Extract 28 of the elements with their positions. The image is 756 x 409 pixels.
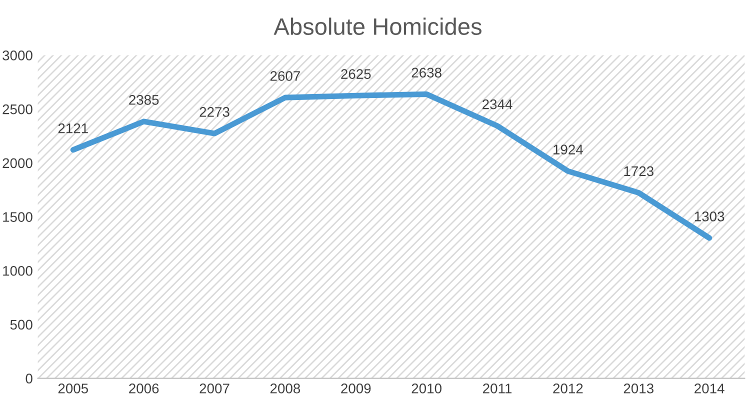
data-label: 1303 — [694, 212, 724, 222]
y-tick-label: 2000 — [2, 158, 32, 168]
x-tick-label: 2013 — [624, 384, 654, 394]
data-label: 2385 — [129, 94, 159, 105]
y-tick-label: 2500 — [2, 104, 32, 114]
y-tick-label: 1000 — [3, 266, 32, 276]
x-tick-label: 2008 — [270, 384, 300, 394]
x-tick-label: 2009 — [341, 384, 371, 394]
x-tick-label: 2012 — [553, 384, 583, 394]
data-label: 2273 — [200, 107, 230, 117]
data-label: 1723 — [624, 166, 654, 176]
y-tick-label: 500 — [10, 320, 32, 330]
data-label: 2638 — [412, 68, 442, 78]
chart-title: Absolute Homicides — [274, 18, 482, 35]
y-tick-label: 0 — [26, 374, 32, 384]
x-tick-label: 2006 — [129, 384, 159, 394]
data-label: 2625 — [341, 69, 371, 79]
x-tick-label: 2007 — [200, 384, 230, 394]
data-label: 1924 — [554, 144, 583, 154]
x-tick-label: 2010 — [412, 384, 442, 394]
x-tick-label: 2011 — [483, 384, 512, 394]
y-tick-label: 1500 — [3, 212, 32, 222]
x-tick-label: 2005 — [58, 384, 88, 394]
x-tick-label: 2014 — [694, 384, 724, 394]
y-tick-label: 3000 — [2, 50, 32, 60]
data-label: 2121 — [58, 123, 88, 134]
data-label: 2607 — [270, 71, 300, 81]
data-label: 2344 — [482, 99, 512, 110]
